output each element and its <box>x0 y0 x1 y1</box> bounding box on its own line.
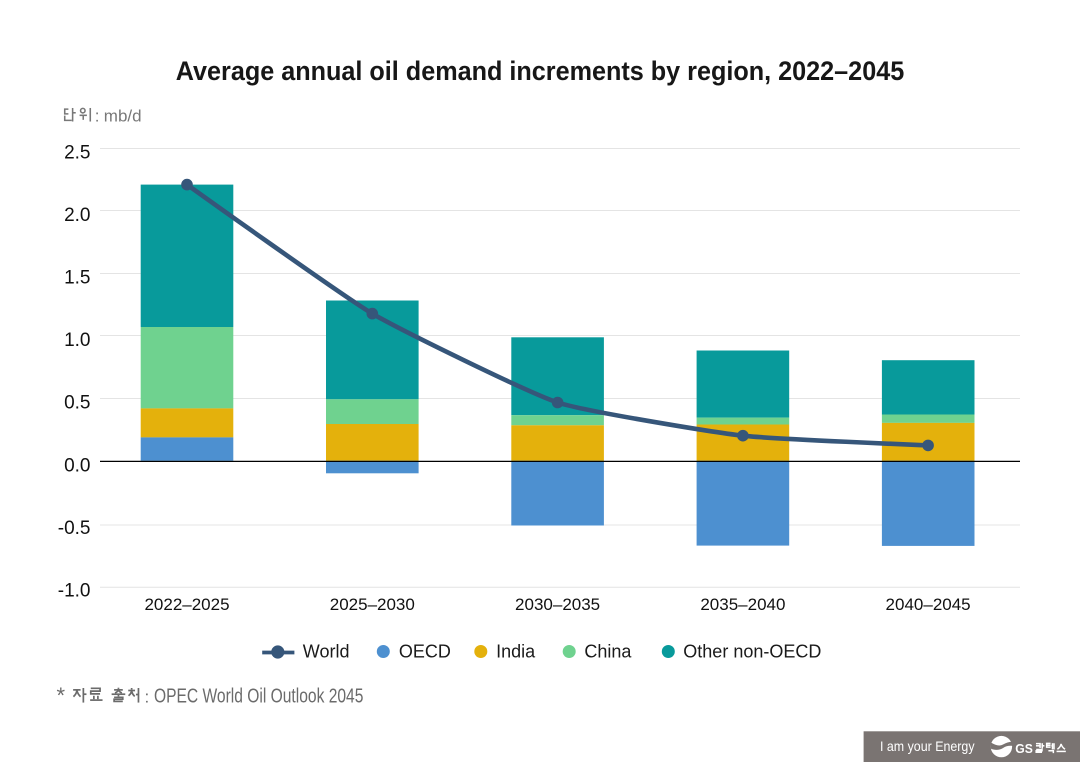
svg-text:2.5: 2.5 <box>64 142 90 163</box>
svg-text:GS: GS <box>1015 742 1033 756</box>
svg-text:2035–2040: 2035–2040 <box>700 595 785 614</box>
svg-text:1.5: 1.5 <box>64 267 90 288</box>
svg-text:China: China <box>584 642 632 662</box>
svg-text::: : <box>145 688 150 707</box>
svg-text:2040–2045: 2040–2045 <box>886 595 971 614</box>
svg-text:0.0: 0.0 <box>64 455 90 476</box>
svg-text::: : <box>95 107 100 126</box>
svg-text:2030–2035: 2030–2035 <box>515 595 600 614</box>
svg-text:India: India <box>496 642 536 662</box>
svg-text:0.5: 0.5 <box>64 392 90 413</box>
svg-text:-0.5: -0.5 <box>58 518 91 539</box>
svg-text:-1.0: -1.0 <box>58 581 91 602</box>
svg-text:1.0: 1.0 <box>64 330 90 351</box>
svg-text:OECD: OECD <box>399 642 451 662</box>
svg-text:2.0: 2.0 <box>64 205 90 226</box>
svg-text:2025–2030: 2025–2030 <box>330 595 415 614</box>
svg-text:World: World <box>303 642 350 662</box>
svg-text:2022–2025: 2022–2025 <box>144 595 229 614</box>
svg-text:I am your Energy: I am your Energy <box>880 739 975 755</box>
svg-text:mb/d: mb/d <box>104 107 142 126</box>
svg-text:Average annual oil demand incr: Average annual oil demand increments by … <box>176 55 904 86</box>
svg-text:Other non-OECD: Other non-OECD <box>683 642 821 662</box>
svg-text:*: * <box>57 683 66 708</box>
svg-text:OPEC World Oil Outlook 2045: OPEC World Oil Outlook 2045 <box>154 685 363 707</box>
